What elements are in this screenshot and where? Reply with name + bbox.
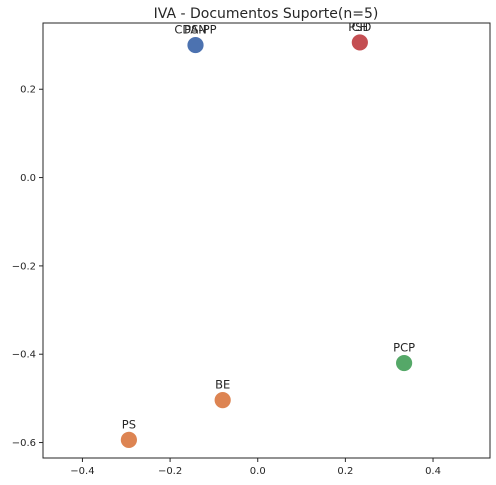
point-label-be: BE — [215, 378, 230, 392]
point-label-cds-pp: CDS-PP — [174, 23, 216, 37]
y-tick-label: −0.6 — [12, 438, 36, 449]
data-points — [119, 33, 414, 449]
x-tick-label: −0.2 — [158, 466, 182, 477]
point-be — [213, 391, 232, 410]
point-label-ch: CH — [352, 20, 369, 34]
plot-area — [42, 22, 491, 459]
x-tick-label: 0.0 — [250, 466, 266, 477]
y-tick-label: 0.2 — [20, 85, 36, 96]
y-tick-label: −0.2 — [12, 261, 36, 272]
point-label-pan: PAN — [184, 23, 207, 37]
y-axis: 0.2 0.0 −0.2 −0.4 −0.6 — [12, 85, 43, 449]
point-label-psd: PSD — [348, 20, 371, 34]
y-tick-label: −0.4 — [12, 350, 36, 361]
point-pcp — [395, 354, 414, 372]
point-ch — [350, 33, 369, 52]
point-ps — [119, 430, 138, 449]
chart-title: IVA - Documentos Suporte(n=5) — [154, 6, 379, 22]
x-axis: −0.4 −0.2 0.0 0.2 0.4 — [70, 458, 441, 477]
x-tick-label: 0.2 — [337, 466, 353, 477]
y-tick-label: 0.0 — [20, 173, 36, 184]
x-tick-label: −0.4 — [70, 466, 94, 477]
point-label-ps: PS — [122, 417, 136, 431]
point-label-pcp: PCP — [393, 341, 415, 355]
x-tick-label: 0.4 — [425, 466, 441, 477]
point-cds-pp — [186, 36, 205, 54]
